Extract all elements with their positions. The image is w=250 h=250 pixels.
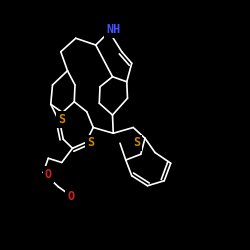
Text: S: S	[87, 136, 94, 149]
Text: NH: NH	[106, 23, 120, 36]
Text: S: S	[133, 136, 140, 149]
Text: O: O	[45, 168, 52, 181]
Text: S: S	[58, 113, 65, 126]
Text: O: O	[67, 190, 74, 203]
